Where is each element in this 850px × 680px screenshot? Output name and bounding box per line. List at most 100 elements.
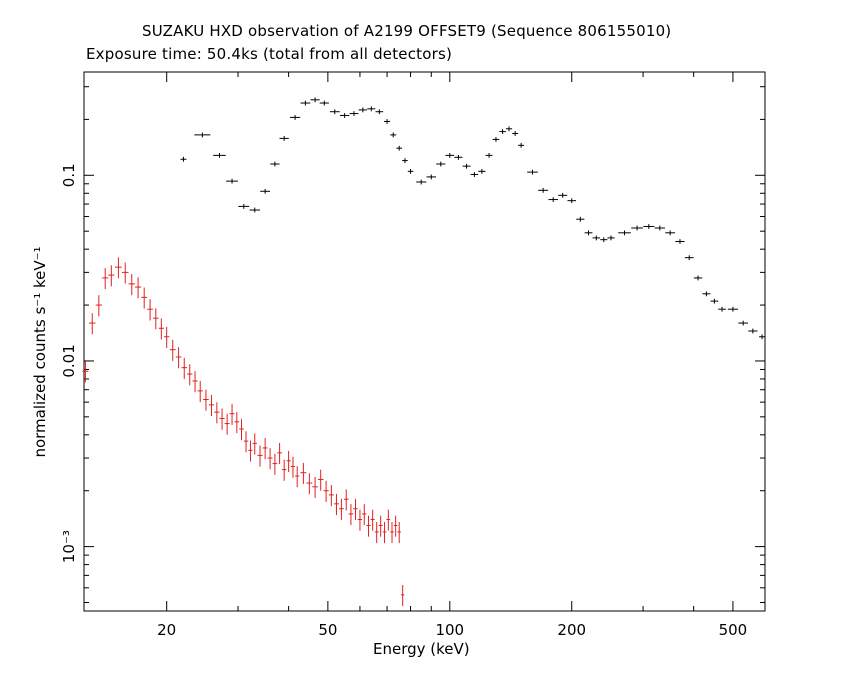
data-point <box>270 161 280 167</box>
data-point <box>128 274 135 296</box>
data-point <box>558 192 568 198</box>
data-point <box>262 438 268 460</box>
data-point <box>289 115 301 120</box>
data-point <box>214 402 220 424</box>
data-point <box>393 515 398 537</box>
data-point <box>295 466 300 488</box>
data-point <box>348 504 354 526</box>
data-point <box>338 498 344 520</box>
data-point <box>362 504 367 526</box>
series-2 <box>82 257 405 607</box>
data-point <box>367 106 376 112</box>
data-point <box>319 100 329 106</box>
data-point <box>226 178 238 184</box>
y-tick-label: 0.1 <box>60 163 78 187</box>
data-point <box>618 230 631 236</box>
data-point <box>164 326 170 348</box>
y-tick-label: 0.01 <box>60 344 78 377</box>
data-point <box>576 216 585 222</box>
chart-subtitle: Exposure time: 50.4ks (total from all de… <box>86 45 453 63</box>
data-point <box>693 275 703 281</box>
data-point <box>470 172 479 177</box>
data-point <box>213 152 226 158</box>
data-point <box>374 522 379 544</box>
data-point <box>180 156 187 162</box>
data-point <box>141 287 148 309</box>
data-point <box>396 145 403 151</box>
data-point <box>386 509 391 531</box>
data-point <box>631 225 643 231</box>
data-point <box>82 361 89 383</box>
data-point <box>272 453 278 475</box>
axes: 20 50 100 200 500 10⁻³ 0.01 0.1 <box>60 72 766 639</box>
data-point <box>702 291 711 297</box>
data-point <box>281 459 287 481</box>
data-point <box>400 584 405 607</box>
data-point <box>378 515 383 537</box>
data-point <box>343 489 349 511</box>
data-point <box>478 168 486 174</box>
data-point <box>643 224 655 229</box>
x-tick-label: 50 <box>318 621 337 639</box>
data-point <box>95 295 103 317</box>
data-point <box>512 131 519 136</box>
y-tick-label: 10⁻³ <box>60 530 78 563</box>
data-point <box>383 119 391 124</box>
data-point <box>88 313 96 335</box>
data-point <box>654 225 666 231</box>
data-point <box>492 137 500 142</box>
data-point <box>407 168 414 174</box>
data-point <box>375 109 384 115</box>
data-point <box>353 498 358 520</box>
data-point <box>306 473 313 495</box>
data-point <box>366 515 371 537</box>
data-point <box>277 442 282 465</box>
data-point <box>445 152 455 158</box>
data-point <box>238 203 250 209</box>
data-point <box>239 419 244 441</box>
data-point <box>527 169 538 175</box>
data-point <box>607 235 615 241</box>
data-point <box>114 257 122 279</box>
data-point <box>499 129 506 135</box>
data-point <box>333 493 339 516</box>
data-point <box>462 163 471 169</box>
data-point <box>208 395 215 417</box>
data-point <box>426 174 437 180</box>
data-point <box>135 277 142 299</box>
data-point <box>153 308 159 330</box>
data-point <box>339 113 350 118</box>
data-point <box>390 132 397 138</box>
data-point <box>102 268 109 290</box>
data-point <box>260 188 271 194</box>
data-point <box>310 97 320 103</box>
x-tick-label: 500 <box>719 621 748 639</box>
data-point <box>323 480 329 502</box>
data-point <box>718 306 726 312</box>
data-point <box>108 265 115 287</box>
data-point <box>234 411 240 434</box>
data-point <box>548 197 558 203</box>
chart-title: SUZAKU HXD observation of A2199 OFFSET9 … <box>142 22 672 40</box>
data-point <box>738 320 749 326</box>
plot-frame <box>83 71 766 612</box>
data-point <box>224 413 230 435</box>
data-point <box>370 509 375 531</box>
x-tick-label: 200 <box>557 621 586 639</box>
data-point <box>357 509 363 531</box>
data-point <box>300 100 311 106</box>
data-point <box>382 522 387 544</box>
data-point <box>505 126 513 132</box>
data-point <box>267 448 273 470</box>
data-point <box>329 109 340 115</box>
data-point <box>197 381 203 403</box>
x-tick-label: 100 <box>435 621 464 639</box>
series-1 <box>180 97 766 340</box>
data-point <box>203 389 209 411</box>
data-point <box>249 207 260 213</box>
data-point <box>567 198 577 204</box>
data-point <box>279 136 289 141</box>
data-point <box>219 408 225 430</box>
